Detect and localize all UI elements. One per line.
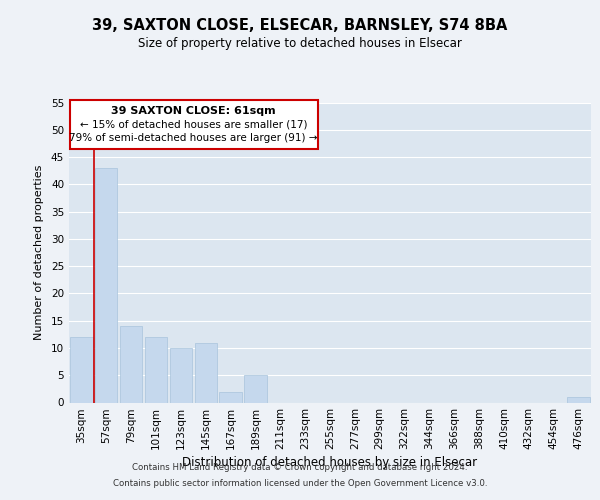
Bar [145,337,167,402]
Bar [120,326,142,402]
Y-axis label: Number of detached properties: Number of detached properties [34,165,44,340]
Text: ← 15% of detached houses are smaller (17): ← 15% of detached houses are smaller (17… [80,120,307,130]
Bar [70,337,92,402]
Bar [244,375,266,402]
Text: Contains public sector information licensed under the Open Government Licence v3: Contains public sector information licen… [113,478,487,488]
Text: 39 SAXTON CLOSE: 61sqm: 39 SAXTON CLOSE: 61sqm [112,106,276,116]
Bar [220,392,242,402]
Bar [170,348,192,403]
Text: Size of property relative to detached houses in Elsecar: Size of property relative to detached ho… [138,38,462,51]
Text: 79% of semi-detached houses are larger (91) →: 79% of semi-detached houses are larger (… [70,133,318,143]
Bar [194,342,217,402]
Bar [95,168,118,402]
Text: Contains HM Land Registry data © Crown copyright and database right 2024.: Contains HM Land Registry data © Crown c… [132,464,468,472]
Bar [568,397,590,402]
FancyBboxPatch shape [70,100,317,149]
X-axis label: Distribution of detached houses by size in Elsecar: Distribution of detached houses by size … [182,456,478,469]
Text: 39, SAXTON CLOSE, ELSECAR, BARNSLEY, S74 8BA: 39, SAXTON CLOSE, ELSECAR, BARNSLEY, S74… [92,18,508,32]
